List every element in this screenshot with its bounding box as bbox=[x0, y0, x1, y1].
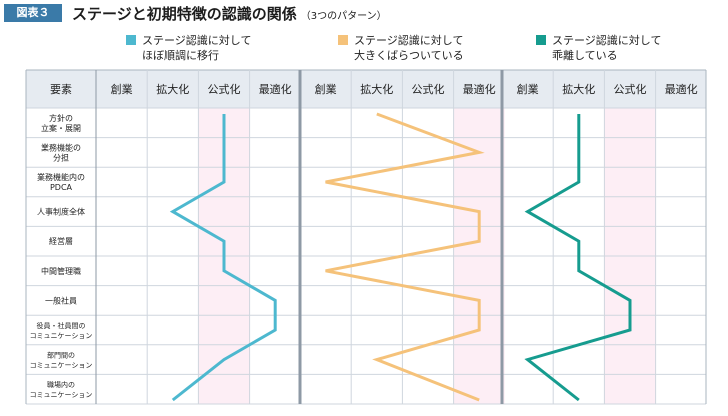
row-label: 業務機能内の bbox=[37, 172, 85, 182]
row-label: 人事制度全体 bbox=[37, 207, 85, 217]
series-line-2 bbox=[524, 114, 632, 402]
row-label: 役員・社員間の bbox=[37, 321, 86, 330]
chart-title: ステージと初期特徴の認識の関係 （3つのパターン） bbox=[72, 3, 387, 24]
legend-label-blue-1: ステージ認識に対して bbox=[142, 34, 252, 47]
legend-label-orange-1: ステージ認識に対して bbox=[354, 34, 464, 47]
legend-swatch-blue bbox=[126, 35, 136, 45]
legend-label-blue-2: ほぼ順調に移行 bbox=[142, 49, 219, 62]
row-label: 業務機能の bbox=[41, 142, 81, 152]
series-line-1 bbox=[325, 112, 485, 402]
legend-swatch-orange bbox=[338, 35, 348, 45]
row-label: 部門間の bbox=[47, 351, 75, 360]
row-label: 中間管理職 bbox=[41, 266, 81, 276]
legend-label-green-1: ステージ認識に対して bbox=[552, 34, 662, 47]
row-label: 経営層 bbox=[49, 236, 73, 246]
row-label: 方針の bbox=[49, 113, 73, 123]
stage-header: 公式化 bbox=[614, 82, 647, 96]
stage-header: 公式化 bbox=[412, 82, 445, 96]
stage-header: 公式化 bbox=[208, 82, 241, 96]
stage-header: 拡大化 bbox=[562, 82, 595, 96]
chart-title-text: ステージと初期特徴の認識の関係 bbox=[72, 5, 297, 23]
series-line-0 bbox=[169, 114, 277, 402]
header-label: 要素 bbox=[50, 83, 72, 96]
row-label: 分担 bbox=[53, 152, 69, 162]
chart-subtitle: （3つのパターン） bbox=[300, 11, 387, 22]
stage-header: 最適化 bbox=[463, 82, 496, 96]
stage-header: 拡大化 bbox=[156, 82, 189, 96]
stage-header: 創業 bbox=[111, 82, 133, 96]
row-label: PDCA bbox=[50, 183, 73, 192]
legend-label-orange-2: 大きくばらついている bbox=[354, 49, 464, 62]
row-label: 職場内の bbox=[47, 380, 75, 389]
stage-header: 拡大化 bbox=[360, 82, 393, 96]
row-label: 一般社員 bbox=[45, 295, 77, 305]
legend-label-green-2: 乖離している bbox=[552, 49, 618, 62]
stage-header: 最適化 bbox=[665, 82, 698, 96]
stage-header: 最適化 bbox=[259, 82, 292, 96]
row-label: コミュニケーション bbox=[30, 332, 93, 340]
row-label: 立案・展開 bbox=[41, 123, 81, 133]
legend-swatch-green bbox=[536, 35, 546, 45]
row-label: コミュニケーション bbox=[30, 362, 93, 370]
stage-header: 創業 bbox=[315, 82, 337, 96]
figure-label: 図表３ bbox=[4, 4, 62, 22]
stage-header: 創業 bbox=[517, 82, 539, 96]
header-background bbox=[26, 70, 706, 108]
row-label: コミュニケーション bbox=[30, 391, 93, 399]
